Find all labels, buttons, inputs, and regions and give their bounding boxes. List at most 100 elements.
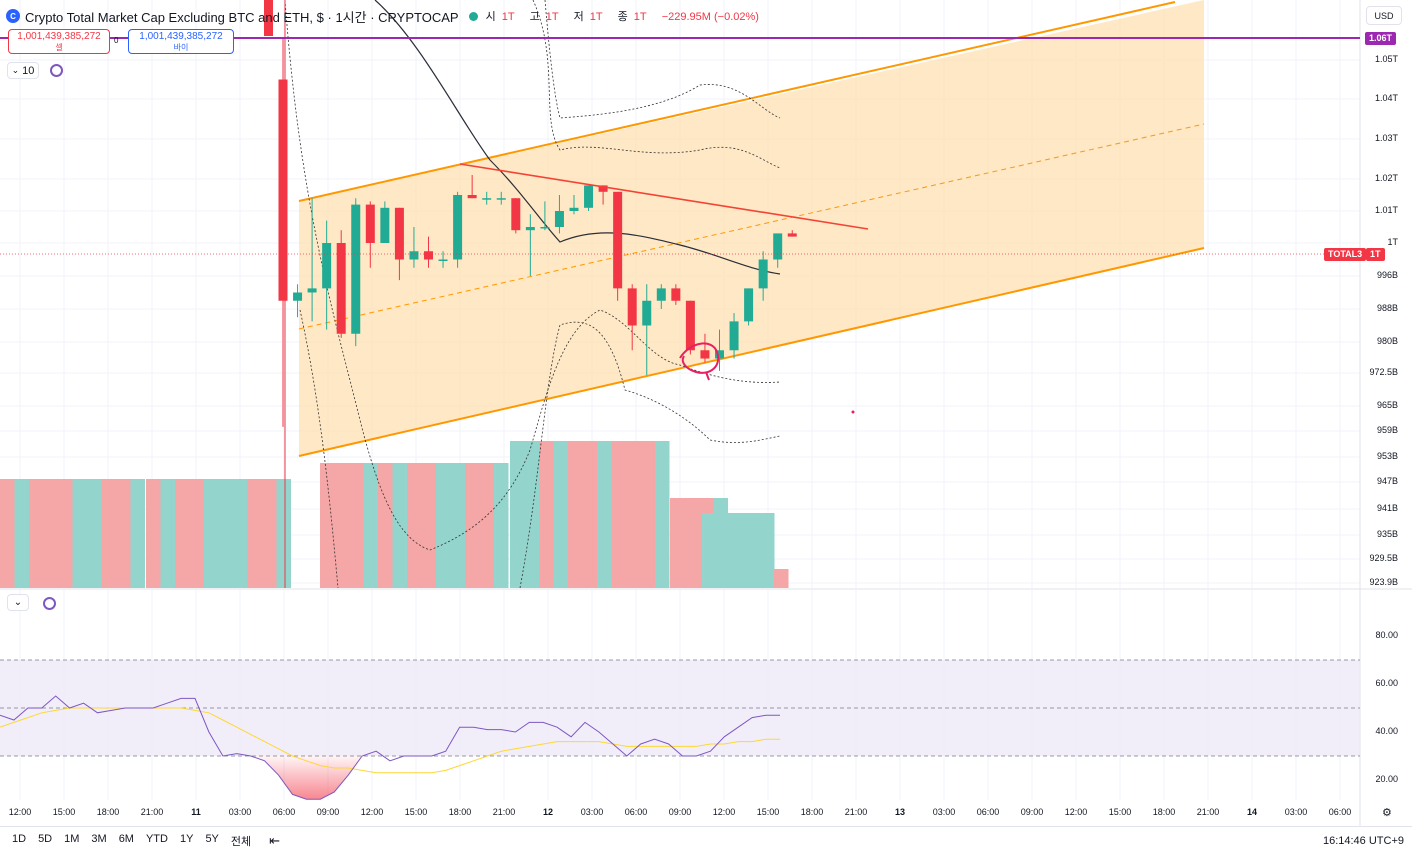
volume-bar [276, 479, 291, 588]
volume-bar [684, 498, 699, 588]
range-button-1m[interactable]: 1M [64, 833, 80, 845]
candle [642, 284, 652, 376]
gear-icon[interactable]: ⚙ [1382, 807, 1392, 819]
candle [424, 236, 433, 268]
clock[interactable]: 16:14:46 UTC+9 [1322, 835, 1404, 847]
candle [627, 284, 637, 351]
volume-bar [58, 479, 73, 588]
candle [351, 198, 361, 347]
time-axis-label: 06:00 [1328, 807, 1352, 817]
candle [773, 233, 783, 268]
range-button-6m[interactable]: 6M [118, 833, 134, 845]
rsi-axis-label: 20.00 [1375, 774, 1398, 784]
candle-body [671, 288, 681, 301]
volume-bar [670, 498, 685, 588]
volume-bar [43, 479, 58, 588]
candle-body [773, 233, 783, 260]
channel-fill [299, 0, 1204, 456]
volume-bar [116, 479, 131, 588]
time-axis-label: 15:00 [404, 807, 428, 817]
volume-bar [87, 479, 102, 588]
calendar-range-icon[interactable]: ⇤ [269, 833, 281, 848]
currency-selector[interactable]: USD [1366, 6, 1402, 25]
volume-bar [582, 441, 597, 588]
chevron-down-icon: ⌄ [11, 65, 20, 75]
time-axis-label: 12:00 [8, 807, 32, 817]
volume-bar [553, 441, 568, 588]
candle-body [685, 300, 695, 351]
channel-lower-line [298, 247, 1205, 457]
sync-icon[interactable] [43, 597, 56, 610]
spread-value: 0 [114, 36, 119, 45]
price-axis-label: 1.01T [1374, 205, 1398, 215]
time-axis-label: 03:00 [228, 807, 252, 817]
range-button-ytd[interactable]: YTD [145, 833, 168, 845]
candle [744, 288, 754, 326]
volume-profile [0, 441, 789, 588]
candle [729, 313, 739, 359]
range-button-5y[interactable]: 5Y [205, 833, 219, 845]
rsi-line [0, 695, 780, 800]
market-open-indicator [468, 11, 478, 21]
range-button-전체[interactable]: 전체 [230, 836, 252, 848]
range-button-1y[interactable]: 1Y [179, 833, 194, 845]
candle-body [365, 204, 375, 243]
candle [758, 251, 768, 301]
candle-body [351, 204, 361, 334]
candle-body [729, 321, 739, 351]
symbol-title[interactable]: Crypto Total Market Cap Excluding BTC an… [25, 9, 459, 25]
rsi-oversold-fill [250, 756, 363, 800]
volume-bar [568, 441, 583, 588]
envelope-bands [284, 0, 781, 589]
candle [656, 284, 666, 309]
price-axis-label: 1T [1387, 237, 1398, 247]
volume-bar [378, 463, 393, 588]
range-button-3m[interactable]: 3M [91, 833, 107, 845]
crypto-cap-icon[interactable]: C [6, 9, 20, 23]
sell-button[interactable]: 1,001,439,385,272 셀 [8, 29, 110, 54]
candle-body [467, 195, 477, 199]
volume-bar [760, 513, 775, 588]
time-axis-label: 18:00 [96, 807, 120, 817]
rsi-axis-label: 60.00 [1375, 678, 1398, 688]
candle-body [554, 211, 564, 227]
range-button-1d[interactable]: 1D [12, 833, 27, 845]
candle [671, 284, 681, 305]
candle-body [642, 300, 652, 326]
candle-body [525, 227, 535, 231]
candle [394, 207, 404, 281]
last-price-tag: 1T [1366, 248, 1385, 261]
bottom-toolbar: 1D 5D 1M 3M 6M YTD 1Y 5Y 전체 ⇤ 16:14:46 UTC+9 [0, 826, 1412, 855]
volume-bar [247, 479, 262, 588]
price-axis-label: 1.04T [1374, 93, 1398, 103]
candle-body [453, 195, 463, 260]
chart-canvas[interactable] [0, 0, 1412, 826]
volume-bar [465, 463, 480, 588]
candle [613, 191, 623, 301]
candle-series[interactable] [264, 0, 797, 588]
time-axis-label: 06:00 [272, 807, 296, 817]
candle [554, 195, 564, 234]
price-axis-label: 1.05T [1374, 54, 1398, 64]
price-axis-label: 935B [1376, 529, 1398, 539]
candle [598, 185, 608, 205]
volume-bar [233, 479, 248, 588]
candle [467, 175, 477, 199]
volume-bar [130, 479, 145, 588]
chart-legend: C Crypto Total Market Cap Excluding BTC … [6, 7, 765, 25]
rsi-collapse-button[interactable]: ⌄ [7, 594, 29, 611]
range-button-5d[interactable]: 5D [38, 833, 53, 845]
candle-body [613, 191, 623, 289]
buy-button[interactable]: 1,001,439,385,272 바이 [128, 29, 234, 54]
candle-body [569, 207, 579, 211]
freehand-circle [679, 342, 720, 381]
parallel-channel[interactable] [298, 0, 1205, 457]
candle-body [496, 198, 506, 200]
time-axis-label: 21:00 [492, 807, 516, 817]
sync-icon[interactable] [50, 64, 63, 77]
rsi-pane[interactable] [0, 659, 1360, 800]
indicator-collapse-button[interactable]: ⌄ 10 [7, 62, 39, 79]
volume-bar [0, 479, 15, 588]
volume-bar [774, 569, 789, 588]
candle [278, 38, 288, 427]
